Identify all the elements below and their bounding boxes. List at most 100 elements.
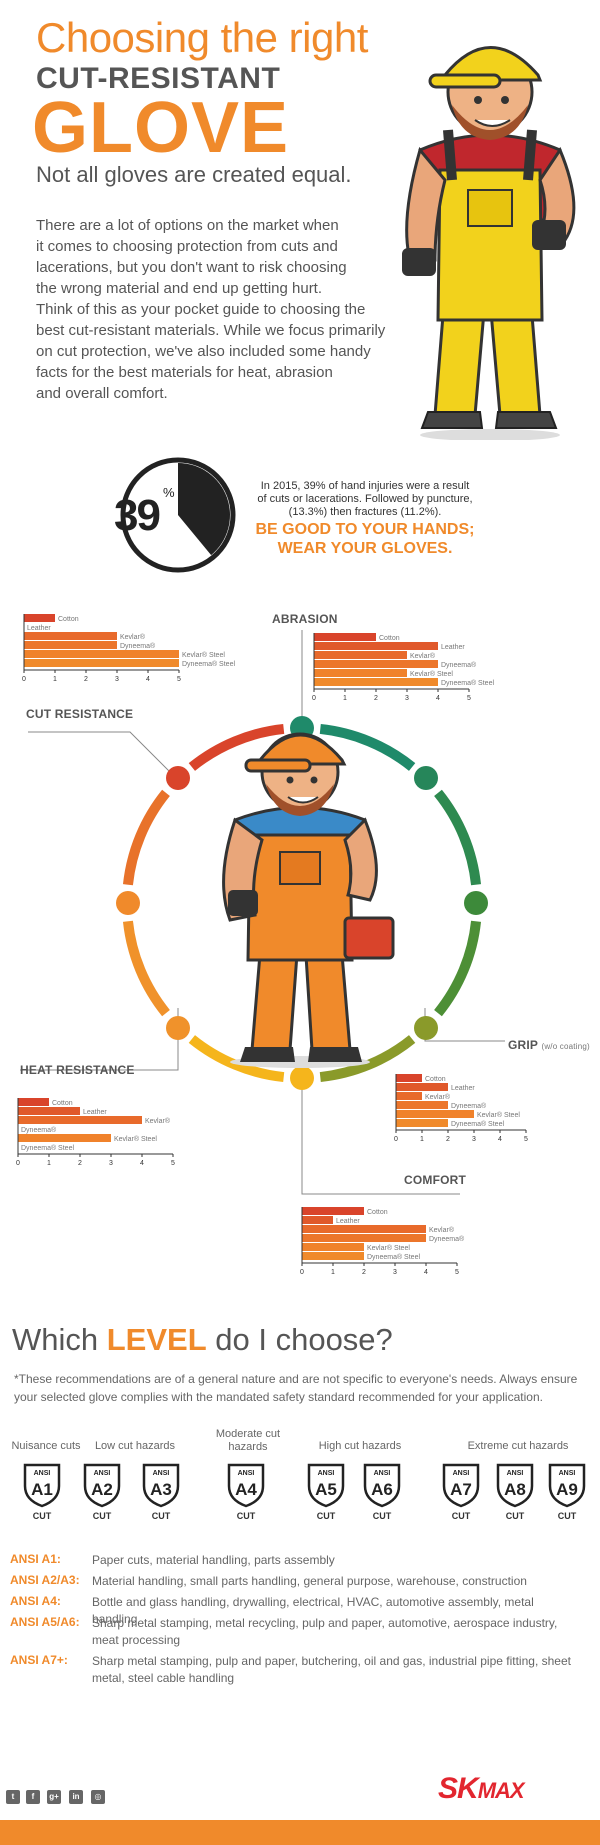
bar-label: Leather: [451, 1085, 475, 1092]
ring-segment: [122, 920, 170, 1017]
tick-label: 3: [109, 1160, 113, 1167]
skmax-logo[interactable]: SKMAX: [438, 1772, 525, 1806]
bar-label: Cotton: [58, 616, 79, 623]
ring-segment: [434, 789, 482, 886]
tick-label: 1: [331, 1269, 335, 1276]
bar-label: Kevlar® Steel: [410, 670, 453, 678]
stat-line: of cuts or lacerations. Followed by punc…: [257, 493, 473, 505]
bar: [314, 642, 438, 650]
recommendation-row: ANSI A2/A3: Material handling, small part…: [10, 1573, 527, 1588]
worker-illustration-center: [222, 732, 395, 1068]
badge-ansi: ANSI: [453, 1470, 470, 1477]
instagram-icon[interactable]: ◎: [91, 1790, 105, 1804]
group-label-moderate: Moderate cut hazards: [215, 1428, 281, 1453]
footer-bar: [0, 1820, 600, 1845]
stat-description: In 2015, 39% of hand injuries were a res…: [250, 480, 480, 519]
shield-icon: [496, 1463, 534, 1508]
bar-label: Cotton: [379, 635, 400, 642]
tick-label: 3: [472, 1136, 476, 1143]
intro-line: lacerations, but you don't want to risk …: [36, 259, 347, 276]
ring-segment: [319, 723, 416, 771]
levels-title-highlight: LEVEL: [106, 1322, 207, 1357]
recommendation-row: ANSI A1: Paper cuts, material handling, p…: [10, 1552, 335, 1567]
shield-icon: [442, 1463, 480, 1508]
recommendation-row: ANSI A5/A6: Sharp metal stamping, metal r…: [10, 1615, 557, 1647]
tick-label: 3: [405, 695, 409, 702]
bar-label: Kevlar® Steel: [367, 1244, 410, 1252]
recommendation-key: ANSI A4:: [10, 1594, 61, 1608]
tick-label: 4: [140, 1160, 144, 1167]
bar: [302, 1234, 426, 1242]
comfort-title: COMFORT: [404, 1173, 467, 1187]
recommendation-key: ANSI A1:: [10, 1552, 61, 1566]
badge-cut-label: CUT: [557, 1511, 577, 1521]
bar: [18, 1107, 80, 1115]
tick-label: 0: [16, 1160, 20, 1167]
badge-ansi: ANSI: [318, 1470, 335, 1477]
bar: [314, 633, 376, 641]
bar: [396, 1074, 422, 1082]
intro-line: on cut protection, we've also included s…: [36, 343, 371, 360]
tick-label: 4: [146, 676, 150, 683]
logo-max: MAX: [477, 1778, 525, 1803]
bar: [396, 1119, 448, 1127]
recommendation-key: ANSI A5/A6:: [10, 1615, 80, 1629]
badge-code: A2: [91, 1480, 113, 1499]
grip-title-text: GRIP: [508, 1038, 538, 1052]
badge-ansi: ANSI: [559, 1470, 576, 1477]
recommendation-key: ANSI A7+:: [10, 1653, 68, 1667]
worker-illustration-top: [402, 46, 576, 440]
badge-cut-label: CUT: [151, 1511, 171, 1521]
ansi-badge: ANSI A8: [496, 1463, 534, 1508]
ansi-badge: ANSI A3: [142, 1463, 180, 1508]
google-plus-icon[interactable]: g+: [47, 1790, 61, 1804]
properties-wheel: [20, 630, 505, 1195]
bar-label: Kevlar®: [425, 1093, 451, 1101]
bar-label: Cotton: [52, 1100, 73, 1107]
levels-title-post: do I choose?: [206, 1322, 393, 1357]
badge-code: A3: [150, 1480, 172, 1499]
ring-segment: [188, 1035, 285, 1083]
bar-label: Dyneema®: [120, 642, 156, 650]
facebook-icon[interactable]: f: [26, 1790, 40, 1804]
levels-note: *These recommendations are of a general …: [14, 1372, 578, 1404]
bar: [314, 669, 407, 677]
cta-line: WEAR YOUR GLOVES.: [277, 540, 453, 557]
bar-label: Kevlar®: [410, 652, 436, 660]
badge-cut-label: CUT: [32, 1511, 52, 1521]
grip-title-note: (w/o coating): [541, 1042, 590, 1051]
bar: [24, 614, 55, 622]
badge-ansi: ANSI: [153, 1470, 170, 1477]
tick-label: 5: [171, 1160, 175, 1167]
group-label-low: Low cut hazards: [94, 1440, 176, 1452]
tick-label: 4: [424, 1269, 428, 1276]
bar: [24, 650, 179, 658]
bar-label: Leather: [83, 1109, 107, 1116]
recommendation-desc: Sharp metal stamping, metal recycling, p…: [92, 1616, 558, 1647]
tick-label: 2: [362, 1269, 366, 1276]
bar: [302, 1243, 364, 1251]
shield-icon: [83, 1463, 121, 1508]
recommendation-row: ANSI A4: Bottle and glass handling, drywa…: [10, 1594, 534, 1626]
recommendation-key: ANSI A2/A3:: [10, 1573, 80, 1587]
levels-title: Which LEVEL do I choose?: [12, 1322, 393, 1358]
twitter-icon[interactable]: t: [6, 1790, 20, 1804]
ansi-badge: ANSI A7: [442, 1463, 480, 1508]
ansi-badge: ANSI A2: [83, 1463, 121, 1508]
cut-resistance-title: CUT RESISTANCE: [26, 707, 134, 721]
bar-label: Cotton: [425, 1076, 446, 1083]
intro-line: it comes to choosing protection from cut…: [36, 238, 338, 255]
bar-label: Dyneema® Steel: [21, 1144, 74, 1152]
badge-ansi: ANSI: [34, 1470, 51, 1477]
abrasion-title: ABRASION: [272, 612, 338, 626]
subtitle: Not all gloves are created equal.: [36, 162, 352, 187]
bar: [24, 632, 117, 640]
ansi-badge: ANSI A6: [363, 1463, 401, 1508]
bar: [24, 659, 179, 667]
intro-line: Think of this as your pocket guide to ch…: [36, 301, 366, 318]
linkedin-icon[interactable]: in: [69, 1790, 83, 1804]
bar-label: Cotton: [367, 1209, 388, 1216]
group-label-nuisance: Nuisance cuts: [11, 1440, 81, 1452]
badge-cut-label: CUT: [92, 1511, 112, 1521]
bar: [18, 1116, 142, 1124]
